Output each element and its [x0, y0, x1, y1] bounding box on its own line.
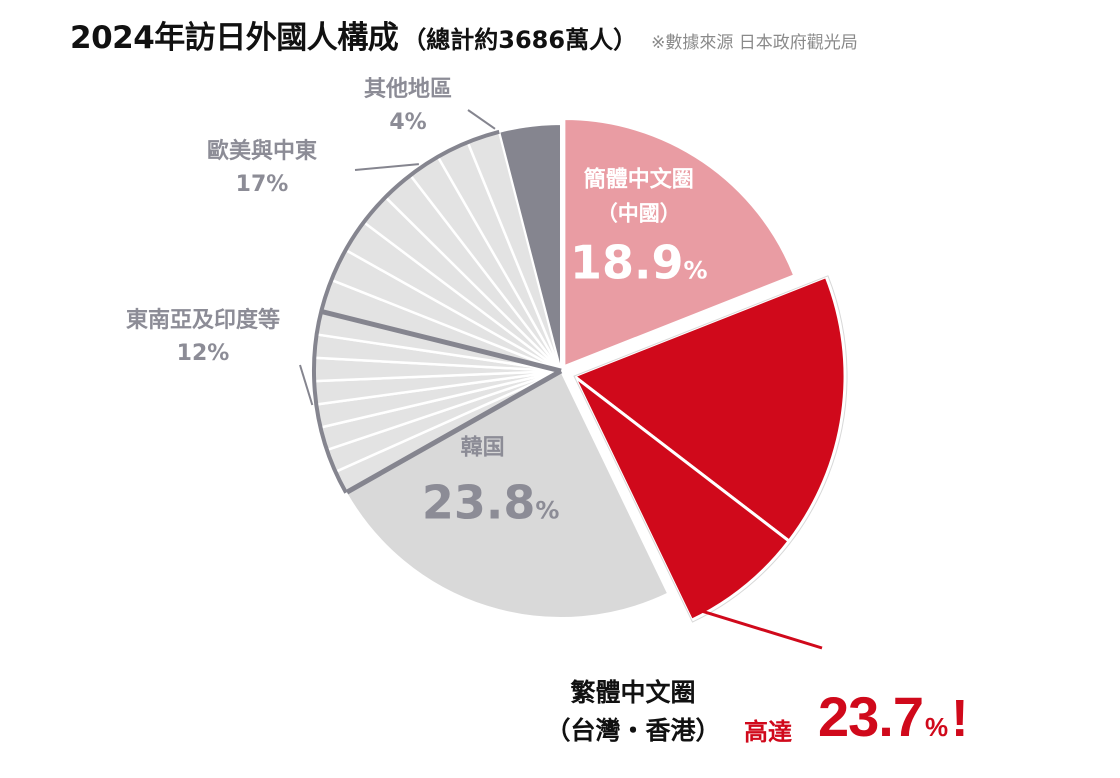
slice-label-west-name: 歐美與中東	[207, 138, 317, 164]
callout-value: 23.7	[818, 685, 924, 748]
outer-arc-gray	[312, 129, 500, 494]
chart-subtitle: （總計約3686萬人）	[402, 26, 638, 54]
slice-label-other-name: 其他地區	[364, 77, 452, 102]
leader-line-sea	[299, 364, 314, 406]
title-row: 2024年訪日外國人構成 （總計約3686萬人） ※數據來源 日本政府觀光局	[70, 12, 1100, 62]
callout-unit: %	[925, 712, 948, 742]
slice-label-china-sub: （中國）	[597, 202, 681, 226]
slice-label-other-value: 4%	[389, 110, 426, 135]
callout-exclaim: !	[951, 690, 968, 748]
leader-line-west	[354, 163, 419, 171]
pie-slice-traditional-1	[572, 275, 847, 543]
slice-label-sea-value: 12%	[177, 341, 230, 366]
border-sea-start	[345, 368, 563, 495]
callout-value-group: 23.7%!	[818, 684, 968, 749]
leader-line-other	[467, 109, 496, 130]
chart-title: 2024年訪日外國人構成	[70, 20, 399, 56]
slice-label-west-value: 17%	[236, 172, 289, 197]
traditional-chinese-callout: 繁體中文圈 （台灣・香港） 高達 23.7%!	[528, 674, 1008, 774]
pie-slice-other	[498, 123, 562, 372]
slice-label-korea-name: 韓国	[461, 435, 505, 461]
slice-label-korea-value: 23.8%	[422, 476, 560, 530]
callout-name-line2: （台灣・香港）	[545, 716, 721, 745]
pie-slice-korea	[345, 370, 670, 619]
callout-name-line1: 繁體中文圈	[570, 678, 696, 707]
slice-label-china-value: 18.9%	[570, 236, 708, 290]
pie-slices	[312, 118, 848, 623]
slice-labels: 簡體中文圈 （中國） 18.9% 韓国 23.8% 東南亞及印度等 12% 歐美與中東 17% 其…	[126, 77, 708, 530]
callout-name: 繁體中文圈 （台灣・香港）	[528, 674, 738, 750]
leader-line-traditional	[698, 608, 823, 650]
data-source: ※數據來源 日本政府觀光局	[651, 33, 858, 53]
pie-slice-traditional-2	[572, 374, 791, 622]
callout-prefix: 高達	[744, 718, 792, 746]
leader-lines	[299, 109, 823, 650]
pie-slice-china	[563, 118, 796, 368]
border-sea-end	[321, 309, 562, 374]
pie-slice-traditional-outline	[573, 275, 848, 623]
slice-label-sea-name: 東南亞及印度等	[126, 307, 280, 333]
slice-label-china-name: 簡體中文圈	[584, 167, 694, 193]
